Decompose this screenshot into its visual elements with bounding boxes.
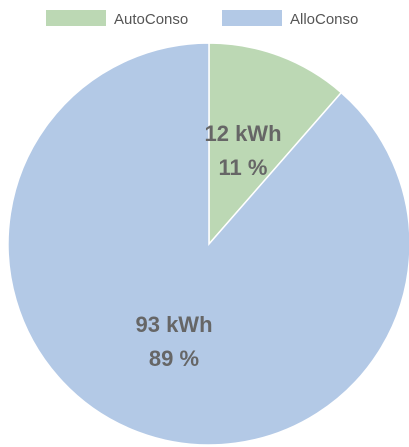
slice-percent-label-autoconso: 11 % — [219, 155, 268, 180]
legend-swatch-alloconso — [222, 10, 282, 26]
legend-label-autoconso: AutoConso — [114, 11, 188, 28]
legend-label-alloconso: AlloConso — [290, 11, 358, 28]
legend-swatch-autoconso — [46, 10, 106, 26]
slice-labels: 12 kWh 11 % 93 kWh 89 % — [135, 121, 281, 371]
slice-value-label-alloconso: 93 kWh — [135, 312, 212, 337]
pie-slices — [7, 42, 409, 446]
slice-percent-label-alloconso: 89 % — [149, 346, 199, 371]
legend: AutoConso AlloConso — [46, 10, 358, 28]
pie-slice-autoconso — [208, 42, 343, 246]
pie-slice-alloconso — [7, 42, 409, 446]
slice-value-label-autoconso: 12 kWh — [204, 121, 281, 146]
